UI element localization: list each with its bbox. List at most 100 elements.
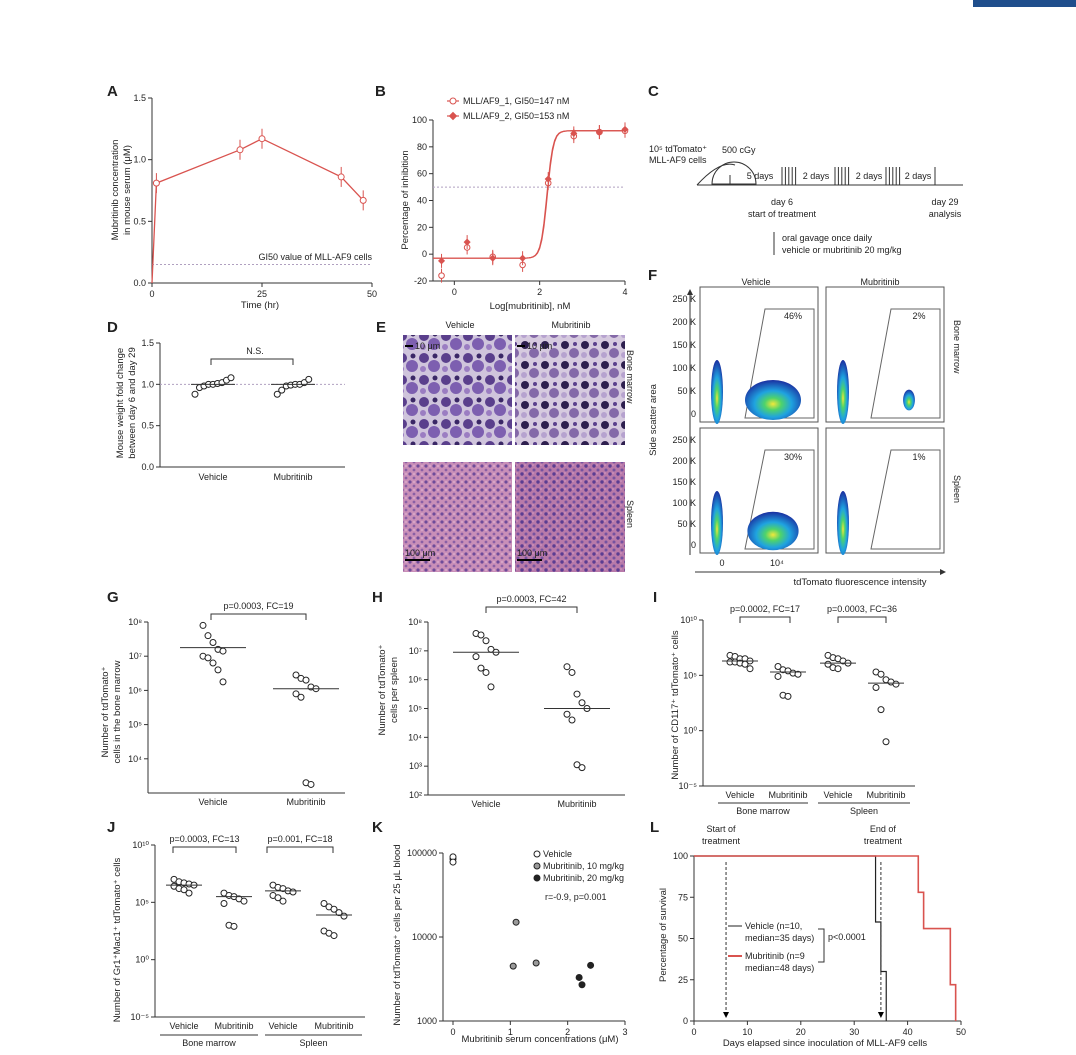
panel-i-point bbox=[872, 684, 880, 692]
c-dose-label: 500 cGy bbox=[722, 145, 756, 155]
panel-i-ylabel: Number of CD117⁺ tdTomato⁺ cells bbox=[670, 630, 681, 779]
f-ytick-label: 0 bbox=[691, 409, 696, 419]
panel-g-ytick-label: 10⁸ bbox=[128, 617, 142, 627]
e-row-spleen: Spleen bbox=[625, 500, 635, 528]
panel-j-point bbox=[330, 932, 338, 940]
k-legend-label: Mubritinib, 20 mg/kg bbox=[543, 873, 624, 883]
panel-k-xtick-label: 3 bbox=[622, 1027, 627, 1037]
panel-i-point bbox=[892, 680, 900, 688]
panel-j-ytick-label: 10¹⁰ bbox=[132, 840, 149, 850]
a-series-line bbox=[151, 137, 364, 284]
e-scale-3: 100 μm bbox=[405, 548, 435, 558]
accent-bar bbox=[973, 0, 1076, 7]
panel-j-category-label: Mubritinib bbox=[214, 1021, 253, 1031]
panel-a-ytick-label: 0.5 bbox=[133, 216, 146, 226]
panel-h-point bbox=[477, 664, 485, 672]
panel-h-point bbox=[578, 764, 586, 772]
panel-b-ytick-label: 80 bbox=[417, 142, 427, 152]
c-day6: day 6 bbox=[771, 197, 793, 207]
panel-h-ytick-label: 10⁵ bbox=[408, 704, 422, 714]
panel-i-category-label: Mubritinib bbox=[768, 790, 807, 800]
e-scale-2: 10 μm bbox=[527, 341, 552, 351]
panel-i-group-label: Bone marrow bbox=[736, 806, 790, 816]
f-ytick-label: 250 K bbox=[672, 294, 696, 304]
panel-g-ylabel-2: cells in the bone marrow bbox=[112, 660, 123, 763]
panel-h-point bbox=[472, 653, 480, 661]
panel-l-ytick-label: 50 bbox=[678, 934, 688, 944]
panel-b-label: B bbox=[375, 83, 386, 100]
panel-i-sig-bracket bbox=[739, 616, 791, 623]
legend-marker-2 bbox=[448, 111, 458, 121]
panel-b-ytick-label: 100 bbox=[412, 115, 427, 125]
panel-j-sig-bracket bbox=[266, 846, 334, 853]
panel-h-ytick-label: 10⁷ bbox=[409, 646, 422, 656]
k-legend-label: Vehicle bbox=[543, 849, 572, 859]
l-start-label-2: treatment bbox=[702, 836, 741, 846]
panel-j-category-label: Vehicle bbox=[268, 1021, 297, 1031]
panel-h-point bbox=[563, 663, 571, 671]
panel-a-annotation: GI50 value of MLL-AF9 cells bbox=[258, 252, 372, 262]
b-point-series2 bbox=[544, 175, 552, 183]
panel-g-ytick-label: 10⁵ bbox=[128, 720, 142, 730]
panel-g-point bbox=[209, 639, 217, 647]
k-legend-marker bbox=[533, 874, 541, 882]
k-point bbox=[575, 973, 583, 981]
panel-j-sig-bracket bbox=[172, 846, 237, 853]
panel-b-ytick-label: 60 bbox=[417, 169, 427, 179]
panel-h-point bbox=[563, 710, 571, 718]
panel-j-point bbox=[330, 905, 338, 913]
b-fit-curve-2 bbox=[433, 130, 625, 259]
panel-h-point bbox=[568, 668, 576, 676]
panel-j-point bbox=[335, 909, 343, 917]
panel-k-ytick-label: 100000 bbox=[407, 848, 437, 858]
k-point bbox=[532, 959, 540, 967]
f-plots: 46% 2% 30% 1% 0 50 K 100 K 150 K 200 K 250 K 0 50 K… bbox=[672, 286, 945, 568]
l-end-label-2: treatment bbox=[864, 836, 903, 846]
panel-g-point bbox=[204, 632, 212, 640]
d-point bbox=[191, 390, 199, 398]
panel-h-point bbox=[482, 637, 490, 645]
f-population-right bbox=[745, 380, 801, 420]
panel-k-xtick-label: 2 bbox=[565, 1027, 570, 1037]
panel-d-category-label: Mubritinib bbox=[273, 472, 312, 482]
k-point bbox=[509, 962, 517, 970]
panel-k-ytick-label: 10000 bbox=[412, 932, 437, 942]
d-point bbox=[227, 374, 235, 382]
panel-g-point bbox=[302, 676, 310, 684]
f-row-bm: Bone marrow bbox=[952, 320, 962, 374]
f-population-right bbox=[903, 389, 915, 411]
f-gate bbox=[870, 449, 941, 550]
e-bm-vehicle-image bbox=[403, 335, 512, 445]
panel-d: Mouse weight fold change between day 6 a… bbox=[115, 347, 138, 458]
panel-j-point bbox=[340, 912, 348, 920]
panel-i-point bbox=[784, 692, 792, 700]
panel-a-ytick-label: 1.5 bbox=[133, 93, 146, 103]
panel-b: Percentage of inhibition Log[mubritinib]… bbox=[400, 96, 570, 312]
panel-l-xlabel: Days elapsed since inoculation of MLL-AF… bbox=[723, 1038, 928, 1049]
f-y-arrowhead bbox=[687, 289, 693, 295]
panel-j-label: J bbox=[107, 819, 115, 836]
panel-g-point bbox=[292, 671, 300, 679]
f-ytick-label: 100 K bbox=[672, 498, 696, 508]
panel-a-ytick-label: 1.0 bbox=[133, 155, 146, 165]
f-x-arrowhead bbox=[940, 569, 946, 575]
b-point-series2 bbox=[595, 128, 603, 136]
panel-f: Vehicle Mubritinib Side scatter area Bon… bbox=[648, 277, 962, 588]
panel-i-point bbox=[794, 670, 802, 678]
panel-i-ytick-label: 10¹⁰ bbox=[680, 615, 697, 625]
panel-k-label: K bbox=[372, 819, 383, 836]
panel-e: Vehicle Mubritinib 10 μm 10 μm 100 μm 10… bbox=[403, 320, 635, 572]
panel-l-ytick-label: 25 bbox=[678, 975, 688, 985]
c-injection-arrow bbox=[696, 163, 736, 186]
panel-g-point bbox=[204, 654, 212, 662]
panel-h-ytick-label: 10² bbox=[409, 790, 422, 800]
f-gate bbox=[744, 449, 815, 550]
l-pval-bracket bbox=[818, 928, 825, 963]
panel-i-category-label: Vehicle bbox=[823, 790, 852, 800]
panel-j-sig-label: p=0.0003, FC=13 bbox=[169, 834, 239, 844]
panel-h-sig-bracket bbox=[485, 606, 578, 613]
f-population-right bbox=[747, 511, 799, 551]
panel-i-sig-label: p=0.0002, FC=17 bbox=[730, 604, 800, 614]
b-point-series2 bbox=[519, 254, 527, 262]
